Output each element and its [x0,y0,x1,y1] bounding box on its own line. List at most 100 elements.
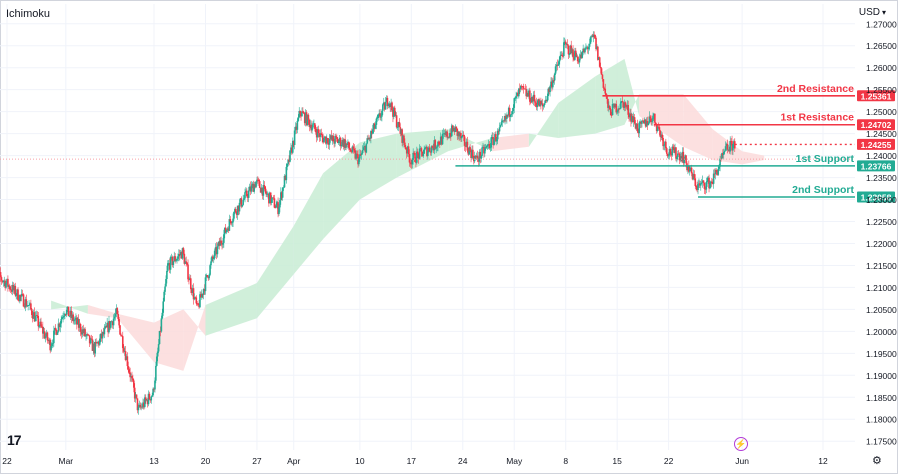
candle-body [18,300,20,301]
candle-body [701,180,704,183]
candle-body [4,280,6,288]
x-tick-label-12: 22 [664,456,674,466]
candle-body [684,155,686,160]
candle-body [330,135,333,140]
candle-body [419,148,422,149]
candle-body [64,314,66,316]
candle-body [482,147,484,148]
candle-body [444,133,447,135]
candle-body [691,173,694,180]
candle-body [704,188,707,190]
candle-body [325,138,328,144]
candle-body [539,101,541,107]
candle-body [374,124,377,129]
lightning-icon[interactable]: ⚡ [734,437,748,451]
candle-body [661,134,663,138]
candle-body [697,184,699,190]
candle-body [297,117,300,121]
candle-body [335,136,337,137]
candle-body [469,147,471,151]
candle-body [442,133,445,135]
candle-body [513,98,516,108]
candle-body [240,198,243,207]
candle-body [11,285,14,292]
candle-body [73,320,75,322]
candle-body [223,227,226,235]
candle-body [730,141,732,142]
candle-body [224,227,227,233]
candle-body [270,198,273,203]
candle-body [379,113,381,118]
candle-body [665,141,667,149]
candle-body [295,126,298,130]
candle-body [210,261,212,266]
candle-body [58,323,61,328]
candle-body [544,99,547,104]
candle-body [611,104,614,116]
candle-body [605,93,607,97]
tradingview-logo-icon[interactable]: 17 [7,432,22,448]
candle-body [35,315,38,316]
candle-body [368,138,370,140]
candle-body [197,303,199,305]
candle-body [99,333,102,339]
candle-body [575,50,577,57]
candle-body [602,79,605,88]
candle-body [279,200,281,208]
indicator-label[interactable]: Ichimoku [6,8,51,20]
candle-body [20,293,23,297]
currency-selector[interactable]: USD ▾ [859,7,886,18]
candle-body [283,175,286,188]
candle-body [320,133,323,135]
candle-body [300,113,302,117]
candle-body [204,277,207,292]
candle-body [632,117,635,122]
candle-body [347,141,349,145]
candle-body [15,295,17,296]
x-tick-label-0: 22 [2,456,12,466]
candle-body [556,64,559,66]
candle-body [269,192,271,204]
candle-body [84,329,86,336]
candle-body [722,151,725,155]
candle-body [281,187,284,198]
candle-body [372,123,375,130]
candle-body [563,42,565,56]
candle-body [169,257,172,270]
candle-body [131,376,133,379]
candle-body [729,141,731,152]
candle-body [349,149,352,152]
candle-body [550,81,552,87]
candle-body [172,261,175,265]
candle-body [152,388,154,396]
candle-body [231,222,233,224]
candle-body [715,170,718,173]
level-price-tag-0 [857,90,895,102]
candle-body [291,140,294,153]
y-tick-label-18: 1.18000 [866,415,897,425]
candle-body [542,105,545,107]
candle-body [386,97,389,107]
candle-body [56,331,59,335]
x-tick-label-14: 12 [818,456,828,466]
candle-body [471,149,473,158]
candle-body [382,102,385,105]
settings-gear-icon[interactable]: ⚙ [872,455,882,467]
candle-body [508,107,511,117]
candle-body [505,115,507,119]
current-price-tag [857,138,895,150]
candle-body [71,314,74,318]
candle-body [677,153,679,158]
candle-body [531,97,534,102]
candle-body [126,356,129,367]
candle-body [37,315,40,327]
candle-body [287,159,289,164]
candle-body [479,151,482,159]
candle-body [171,256,174,266]
candle-body [728,149,731,152]
candle-body [417,153,420,159]
candle-body [133,380,135,388]
candle-body [393,107,395,117]
candle-body [421,151,424,157]
